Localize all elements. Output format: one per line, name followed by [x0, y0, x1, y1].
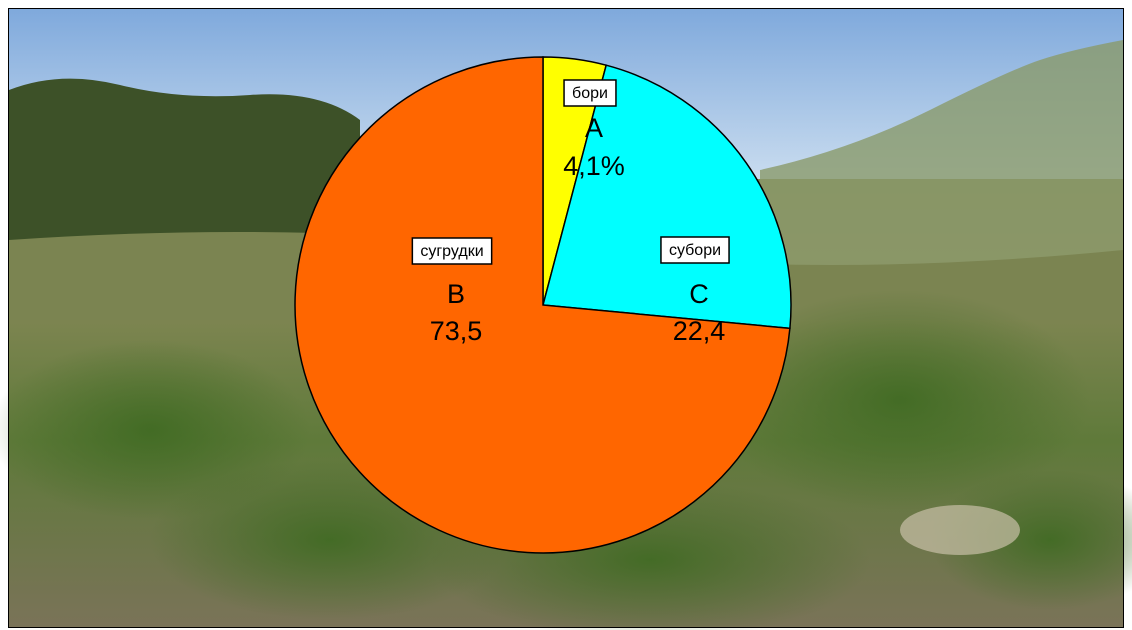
name-box — [660, 236, 730, 264]
name-box — [563, 79, 617, 107]
slice-name: сугрудки — [420, 243, 483, 260]
slice-name: бори — [572, 85, 608, 102]
slice-value: 4,1% — [563, 151, 625, 181]
slice-category: C — [689, 279, 709, 309]
pie — [294, 56, 792, 554]
slice-value: 73,5 — [430, 316, 483, 346]
slice-category: B — [447, 279, 465, 309]
slice-value: 22,4 — [673, 316, 726, 346]
pie-slice — [294, 56, 791, 554]
labels: бори A 4,1% субори C 22,4 сугрудки B 73,5 — [411, 79, 730, 346]
slice-name: субори — [669, 242, 721, 259]
slice-category: A — [585, 113, 603, 143]
name-box — [411, 237, 493, 265]
